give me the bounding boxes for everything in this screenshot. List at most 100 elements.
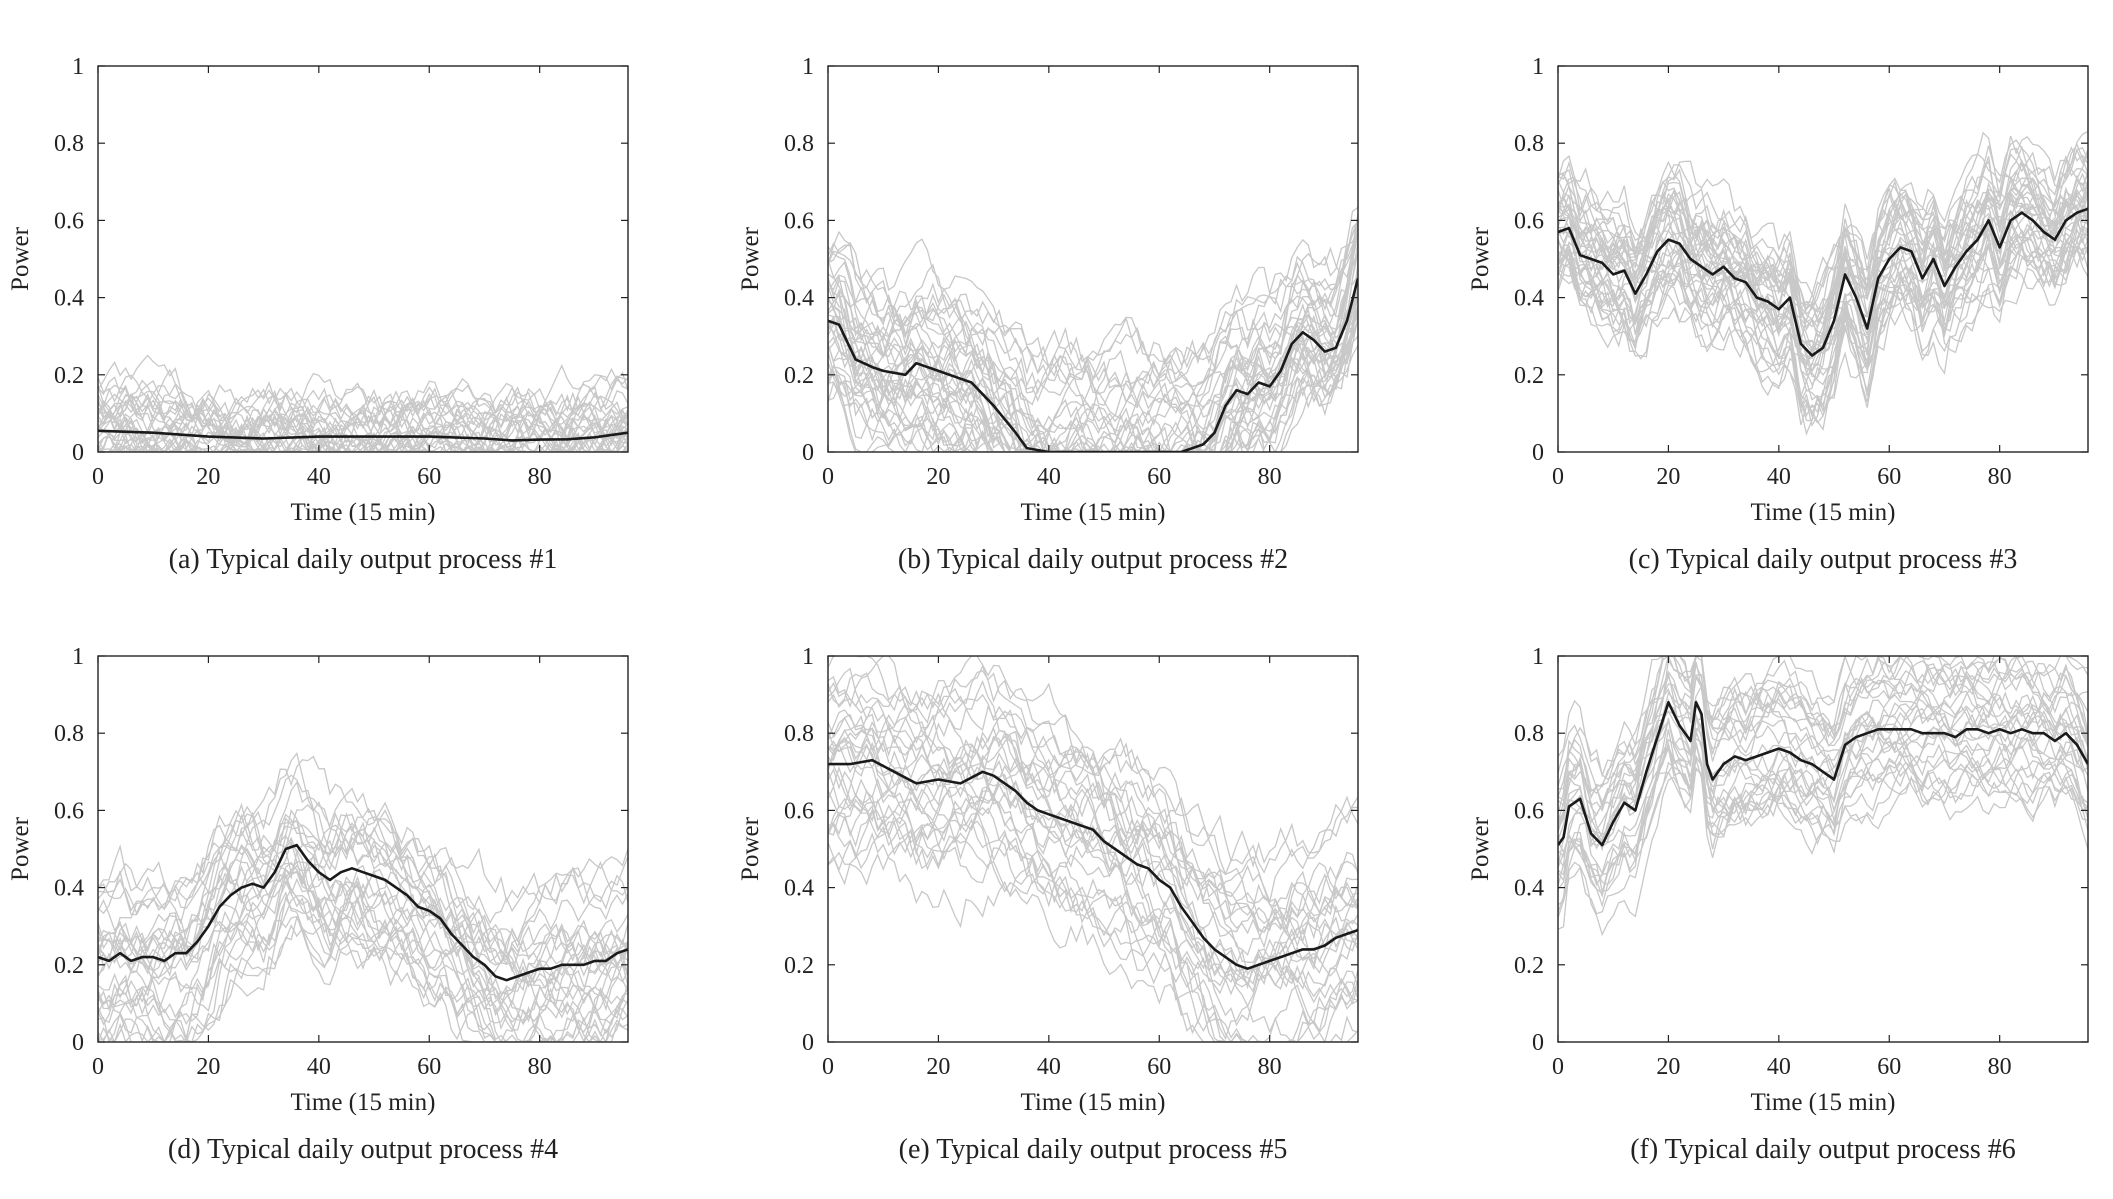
sample-series-line — [828, 230, 1358, 417]
x-tick-label: 80 — [528, 1054, 552, 1080]
sample-series-line — [1558, 661, 2088, 810]
sample-series-line — [1558, 656, 2088, 780]
sample-series-line — [1558, 656, 2088, 839]
y-tick-label: 0.6 — [784, 798, 814, 824]
y-tick-label: 0.2 — [1514, 363, 1544, 389]
sample-series-line — [828, 709, 1358, 990]
sample-series-line — [828, 305, 1358, 452]
sample-series-line — [98, 881, 628, 1042]
sample-series-line — [98, 432, 628, 452]
typical-curve-line — [1558, 701, 2088, 847]
sample-series-line — [828, 309, 1358, 452]
sample-series-line — [98, 921, 628, 1042]
panel-caption: (f) Typical daily output process #6 — [1630, 1134, 2016, 1165]
y-tick-label: 0.6 — [784, 208, 814, 234]
sample-series-line — [828, 332, 1358, 452]
y-axis-label: Power — [737, 816, 764, 881]
y-tick-label: 1 — [802, 54, 814, 80]
sample-series-line — [828, 221, 1358, 394]
sample-series-line — [1558, 737, 2088, 879]
sample-series-line — [828, 787, 1358, 1042]
typical-curve-line — [828, 758, 1358, 970]
x-tick-label: 0 — [822, 1054, 834, 1080]
typical-curve-line — [98, 429, 628, 442]
x-tick-label: 40 — [307, 1054, 331, 1080]
panel-caption: (d) Typical daily output process #4 — [167, 1134, 559, 1165]
y-tick-label: 0.2 — [784, 363, 814, 389]
sample-series-line — [98, 410, 628, 452]
sample-series-line — [98, 428, 628, 452]
sample-series-line — [1558, 733, 2088, 906]
x-tick-label: 0 — [822, 464, 834, 490]
y-tick-label: 0.4 — [784, 286, 814, 312]
x-tick-label: 40 — [1037, 1054, 1061, 1080]
sample-series-line — [1558, 135, 2088, 329]
typical-curve-line — [98, 843, 628, 982]
sample-series-line — [828, 291, 1358, 452]
sample-series-line — [98, 813, 628, 1008]
sample-series-line — [98, 807, 628, 965]
y-tick-label: 0 — [72, 1030, 84, 1056]
y-axis-label: Power — [737, 226, 764, 291]
y-tick-label: 1 — [72, 54, 84, 80]
y-axis-label: Power — [1467, 816, 1494, 881]
x-tick-label: 80 — [1988, 464, 2012, 490]
sample-series-line — [828, 213, 1358, 436]
sample-series-line — [98, 393, 628, 446]
x-axis-label: Time (15 min) — [1021, 1089, 1166, 1116]
y-tick-label: 0.8 — [54, 721, 84, 747]
x-tick-label: 0 — [1552, 464, 1564, 490]
y-tick-label: 0.2 — [1514, 953, 1544, 979]
x-tick-label: 20 — [926, 1054, 950, 1080]
sample-series-line — [828, 656, 1358, 956]
sample-series-line — [98, 755, 628, 966]
x-tick-label: 60 — [1147, 1054, 1171, 1080]
x-axis-label: Time (15 min) — [1021, 499, 1166, 526]
chart-panel-2: 0 20 40 60 80 0 0.2 0.4 0.6 0.8 1 Time (15 min) Powe… — [737, 54, 1359, 526]
x-tick-label: 0 — [92, 1054, 104, 1080]
sample-series-line — [98, 386, 628, 452]
plot-frame — [1557, 655, 2089, 1043]
sample-series-line — [828, 818, 1358, 1041]
sample-series-line — [828, 229, 1358, 423]
sample-series-line — [828, 744, 1358, 988]
x-tick-label: 20 — [1656, 464, 1680, 490]
chart-panel-3: 0 20 40 60 80 0 0.2 0.4 0.6 0.8 1 Time (15 min) Powe… — [1467, 54, 2089, 526]
sample-series-line — [828, 295, 1358, 452]
sample-series-line — [98, 865, 628, 1023]
sample-series-line — [828, 821, 1358, 1004]
y-tick-label: 0 — [1532, 1030, 1544, 1056]
x-tick-label: 80 — [1258, 464, 1282, 490]
sample-series-line — [1558, 203, 2088, 413]
sample-series-line — [1558, 686, 2088, 830]
x-tick-label: 40 — [307, 464, 331, 490]
y-tick-label: 0 — [1532, 440, 1544, 466]
x-tick-label: 60 — [417, 464, 441, 490]
y-tick-label: 1 — [72, 644, 84, 670]
y-tick-label: 0.6 — [54, 798, 84, 824]
y-axis-label: Power — [1467, 226, 1494, 291]
sample-series-line — [828, 230, 1358, 416]
sample-series-line — [1558, 172, 2088, 379]
sample-series-line — [98, 354, 628, 448]
sample-series-line — [98, 839, 628, 1042]
chart-panel-5: 0 20 40 60 80 0 0.2 0.4 0.6 0.8 1 Time (15 min) Powe… — [737, 644, 1359, 1116]
plot-area — [828, 656, 1358, 1042]
sample-series-line — [828, 756, 1358, 1027]
typical-curve-line — [1558, 207, 2088, 357]
plot-frame — [1557, 65, 2089, 453]
sample-series-line — [98, 774, 628, 966]
sample-series-line — [1558, 177, 2088, 392]
x-axis-label: Time (15 min) — [291, 1089, 436, 1116]
sample-series-line — [98, 915, 628, 1042]
y-tick-label: 0 — [72, 440, 84, 466]
sample-series-line — [98, 410, 628, 452]
sample-series-line — [98, 433, 628, 452]
y-tick-label: 0.4 — [54, 876, 84, 902]
y-axis-label: Power — [7, 226, 34, 291]
sample-series-line — [828, 713, 1358, 945]
sample-series-line — [98, 382, 628, 446]
plot-area — [1558, 656, 2088, 937]
sample-series-line — [98, 812, 628, 925]
